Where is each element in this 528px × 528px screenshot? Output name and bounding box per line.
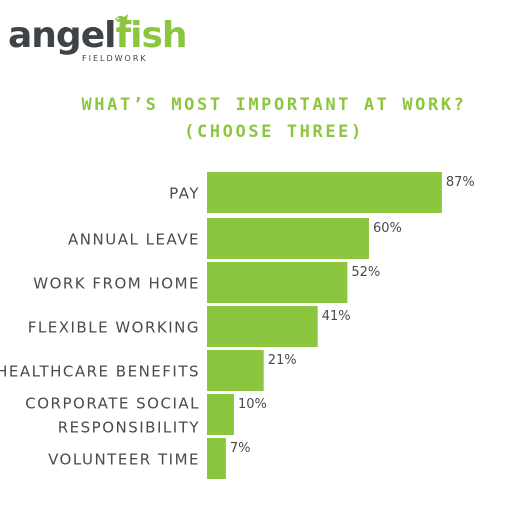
bar-pay	[207, 172, 442, 213]
bar-corporate-social-responsibility	[207, 394, 234, 435]
category-label: PAY	[169, 185, 200, 203]
brand-name-part1: angel	[8, 15, 116, 56]
value-label: 41%	[322, 309, 351, 324]
brand-wordmark: angelfish	[8, 14, 188, 58]
value-label: 60%	[373, 221, 402, 236]
category-label: RESPONSIBILITY	[58, 419, 200, 437]
bar-annual-leave	[207, 218, 369, 259]
value-label: 21%	[268, 353, 297, 368]
bar-healthcare-benefits	[207, 350, 264, 391]
brand-logo: angelfish FIELDWORK	[8, 14, 188, 74]
category-label: ANNUAL LEAVE	[68, 231, 200, 249]
brand-name-part2: fish	[115, 15, 187, 56]
fish-icon	[115, 14, 128, 24]
category-label: HEALTHCARE BENEFITS	[0, 363, 200, 381]
category-label: VOLUNTEER TIME	[48, 451, 200, 469]
value-label: 10%	[238, 397, 267, 412]
category-label: WORK FROM HOME	[33, 275, 200, 293]
category-label: FLEXIBLE WORKING	[28, 319, 200, 337]
bar-volunteer-time	[207, 438, 226, 479]
value-label: 87%	[446, 175, 475, 190]
category-label: CORPORATE SOCIAL	[25, 395, 200, 413]
brand-tagline: FIELDWORK	[82, 54, 148, 63]
value-label: 52%	[351, 265, 380, 280]
bar-work-from-home	[207, 262, 348, 303]
value-label: 7%	[230, 441, 251, 456]
bar-flexible-working	[207, 306, 318, 347]
chart-title: WHAT’S MOST IMPORTANT AT WORK? (CHOOSE T…	[81, 95, 467, 142]
